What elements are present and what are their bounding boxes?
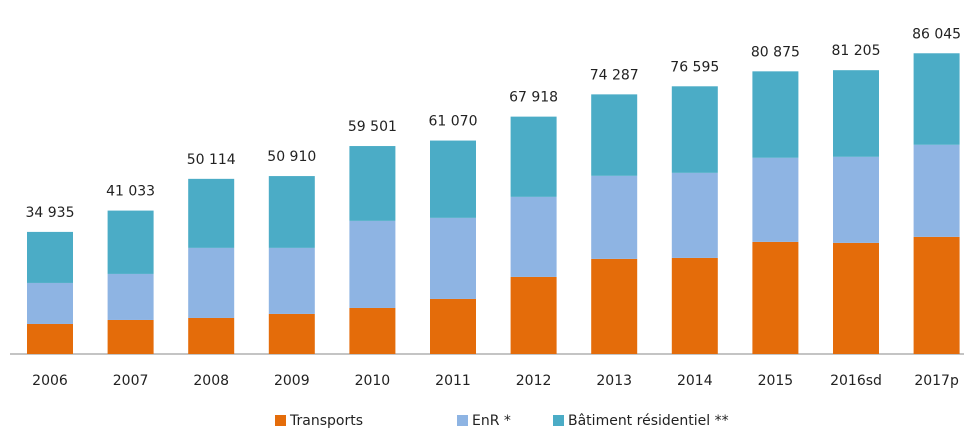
bar-segment	[833, 70, 879, 157]
bar-segment	[671, 172, 718, 258]
x-tick-label: 2016sd	[830, 373, 882, 389]
x-tick-label: 2009	[274, 373, 310, 389]
bar-segment	[591, 94, 638, 176]
bar-segment	[591, 258, 638, 354]
bar-segment	[671, 86, 718, 173]
total-label: 50 114	[187, 152, 236, 168]
x-tick-label: 2013	[596, 373, 632, 389]
bar-segment	[349, 220, 396, 308]
bar-segment	[591, 175, 638, 259]
x-tick-label: 2015	[758, 373, 794, 389]
bar-segment	[188, 247, 235, 318]
total-label: 86 045	[912, 26, 961, 42]
bar-segment	[671, 257, 718, 354]
bar-segment	[510, 196, 557, 277]
x-tick-label: 2017p	[914, 373, 959, 389]
total-label: 80 875	[751, 44, 800, 60]
total-label: 76 595	[670, 59, 719, 75]
legend-swatch	[553, 415, 564, 426]
bar-segment	[27, 282, 73, 324]
bar-segment	[752, 71, 799, 158]
bar-segment	[833, 156, 879, 243]
bar-segment	[430, 298, 476, 354]
bar-segment	[268, 176, 315, 248]
legend-swatch	[275, 415, 286, 426]
bar-segment	[913, 236, 960, 354]
x-tick-label: 2012	[516, 373, 552, 389]
total-label: 81 205	[832, 43, 881, 59]
bar-segment	[268, 313, 315, 354]
bar-segment	[833, 242, 879, 354]
total-label: 74 287	[590, 67, 639, 83]
bar-segment	[349, 146, 396, 221]
bar-segment	[107, 319, 154, 354]
bar-segment	[510, 116, 557, 197]
x-tick-label: 2011	[435, 373, 471, 389]
legend-swatch	[457, 415, 468, 426]
total-label: 67 918	[509, 90, 558, 106]
total-label: 34 935	[26, 205, 75, 221]
total-label: 59 501	[348, 119, 397, 135]
bar-segment	[913, 53, 960, 145]
legend-label: EnR *	[472, 413, 511, 429]
total-label: 41 033	[106, 184, 155, 200]
bar-segment	[27, 231, 73, 283]
bar-segment	[430, 140, 476, 218]
x-tick-label: 2006	[32, 373, 68, 389]
bar-segment	[268, 247, 315, 314]
bar-segment	[107, 273, 154, 320]
bar-segment	[188, 317, 235, 354]
bar-segment	[430, 217, 476, 299]
x-tick-label: 2014	[677, 373, 713, 389]
x-tick-label: 2010	[355, 373, 391, 389]
x-tick-label: 2007	[113, 373, 149, 389]
total-label: 50 910	[267, 149, 316, 165]
legend-label: Transports	[289, 413, 363, 429]
total-label: 61 070	[429, 114, 478, 130]
bar-segment	[107, 210, 154, 274]
bar-segment	[913, 144, 960, 237]
legend-label: Bâtiment résidentiel **	[568, 413, 729, 429]
bar-segment	[349, 307, 396, 354]
bar-segment	[27, 323, 73, 354]
x-tick-label: 2008	[193, 373, 229, 389]
bar-segment	[188, 178, 235, 248]
bar-segment	[510, 276, 557, 354]
bar-segment	[752, 241, 799, 354]
bar-segment	[752, 157, 799, 242]
